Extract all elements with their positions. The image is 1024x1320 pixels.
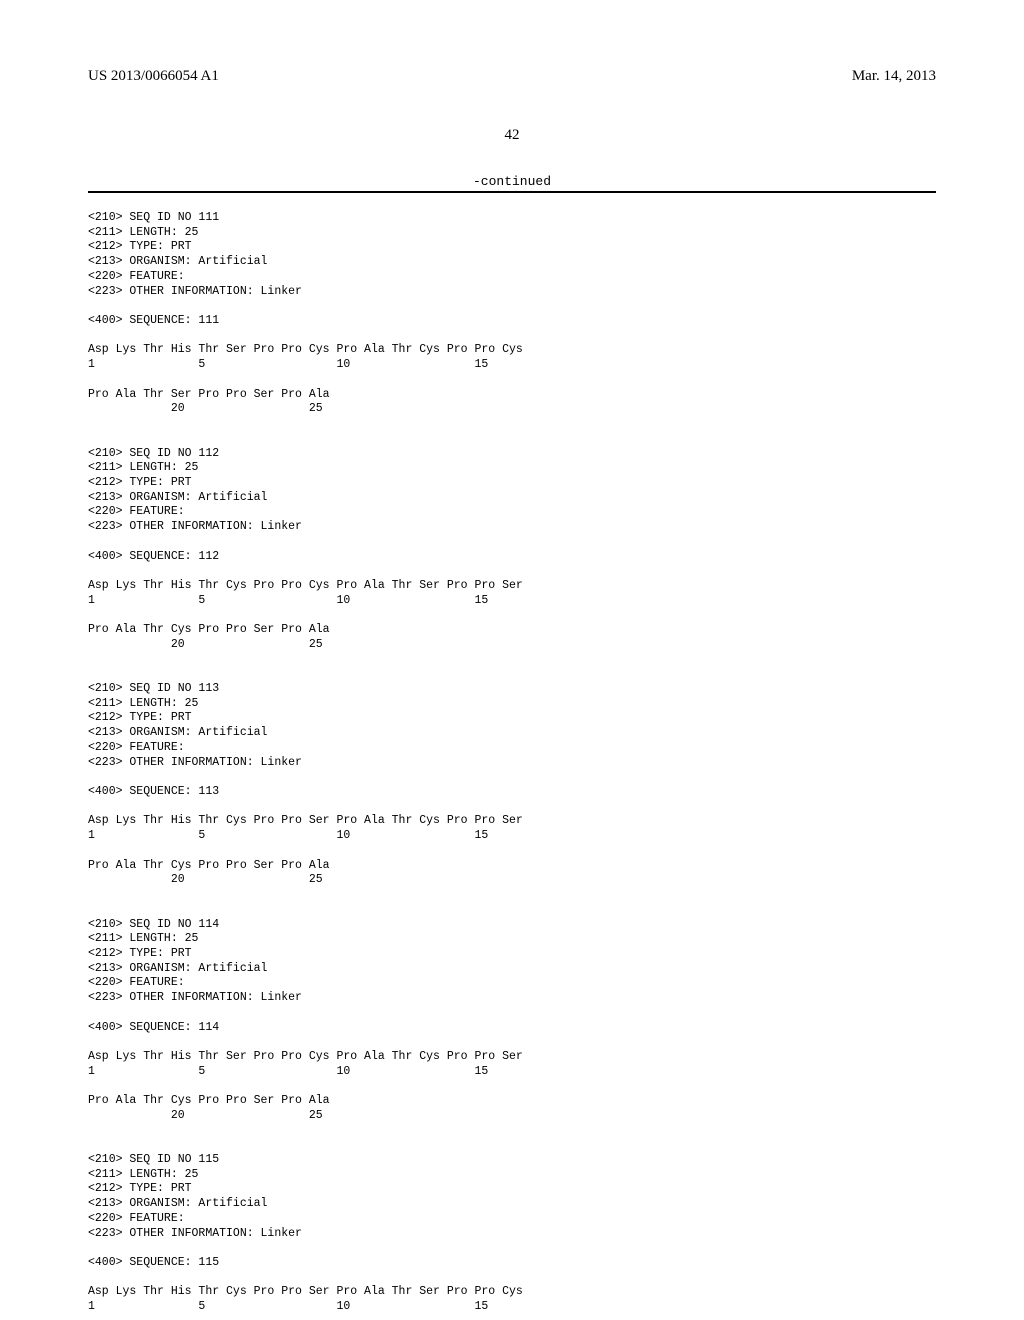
publication-number: US 2013/0066054 A1 xyxy=(88,68,219,85)
sequence-listing: <210> SEQ ID NO 111 <211> LENGTH: 25 <21… xyxy=(88,211,936,1315)
patent-page: US 2013/0066054 A1 Mar. 14, 2013 42 -con… xyxy=(0,0,1024,1320)
page-number: 42 xyxy=(88,127,936,144)
publication-date: Mar. 14, 2013 xyxy=(852,68,936,85)
continued-label: -continued xyxy=(88,174,936,189)
page-header: US 2013/0066054 A1 Mar. 14, 2013 xyxy=(88,68,936,85)
divider xyxy=(88,191,936,193)
